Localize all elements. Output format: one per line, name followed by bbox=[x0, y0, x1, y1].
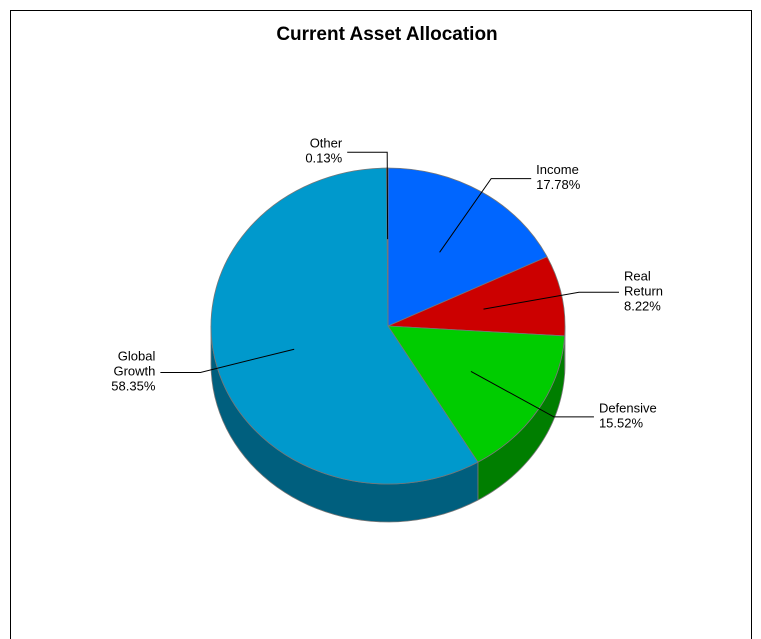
leader-line bbox=[470, 371, 594, 418]
category-label: Other bbox=[310, 136, 343, 151]
category-label: Defensive bbox=[599, 401, 657, 416]
data-label: Global Growth 58.35% bbox=[111, 349, 156, 394]
data-label: Other 0.13% bbox=[305, 136, 343, 166]
data-label: Income 17.78% bbox=[536, 163, 581, 193]
value-label: 58.35% bbox=[111, 379, 156, 394]
leader-line bbox=[483, 291, 619, 310]
data-label: Defensive 15.52% bbox=[599, 401, 657, 431]
category-label: Income bbox=[536, 163, 579, 178]
leader-line bbox=[160, 348, 295, 373]
value-label: 8.22% bbox=[624, 299, 661, 314]
data-label: Real Return 8.22% bbox=[624, 269, 663, 314]
category-label: Global Growth bbox=[113, 349, 155, 379]
category-label: Real Return bbox=[624, 269, 663, 299]
value-label: 17.78% bbox=[536, 178, 581, 193]
value-label: 15.52% bbox=[599, 416, 644, 431]
chart-title: Current Asset Allocation bbox=[276, 24, 497, 45]
value-label: 0.13% bbox=[305, 151, 342, 166]
leader-line bbox=[347, 151, 389, 240]
leader-line bbox=[439, 178, 532, 253]
